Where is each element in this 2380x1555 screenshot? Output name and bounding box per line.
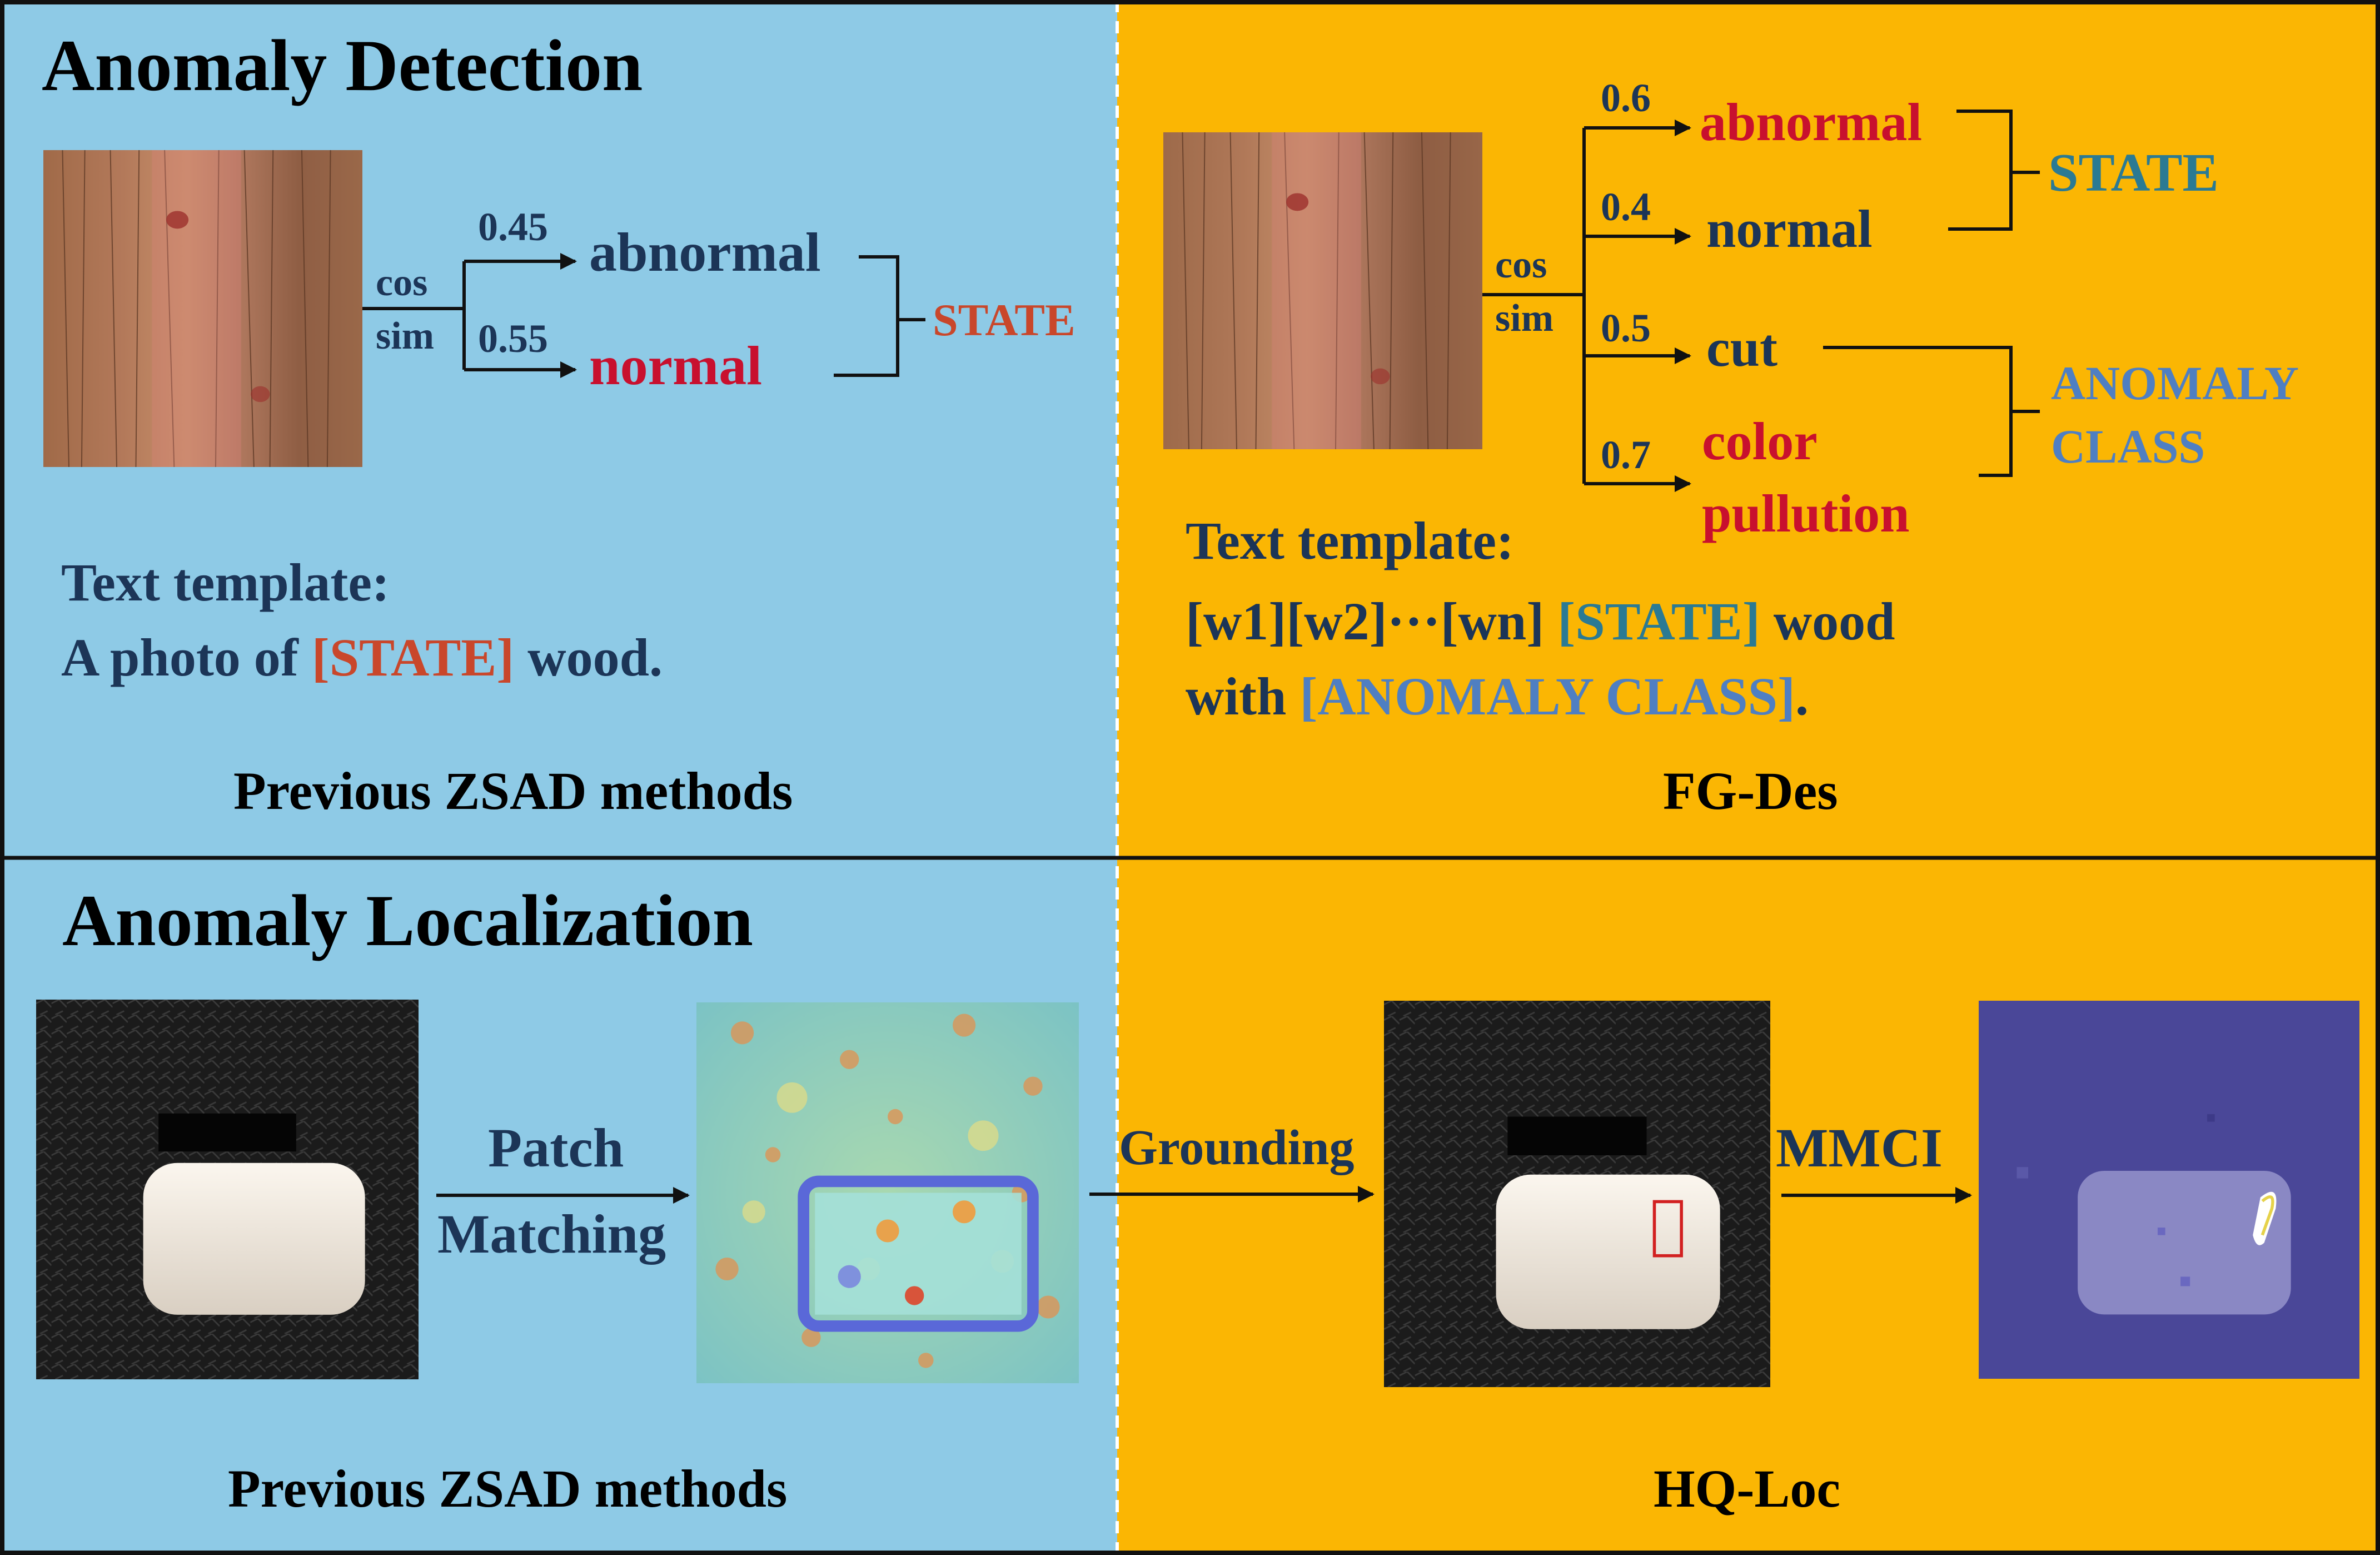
caption-hqloc: HQ-Loc: [1654, 1459, 1840, 1518]
template-learnable-words: [w1][w2]···[wn]: [1186, 592, 1558, 651]
template-line1-fgdes: [w1][w2]···[wn] [STATE] wood: [1186, 595, 1895, 648]
sim-label-fgdes: sim: [1495, 297, 1554, 340]
gum-image-previous: [36, 1000, 419, 1379]
label-fg-pullution: pullution: [1702, 484, 1910, 543]
template-wood-word: wood: [1760, 592, 1895, 651]
wood-image-fgdes: [1163, 132, 1482, 449]
score-abnormal-previous: 0.45: [478, 205, 548, 249]
mmci-label: MMCI: [1776, 1117, 1943, 1179]
template-state-slot: [STATE]: [311, 628, 515, 687]
template-title-previous: Text template:: [61, 553, 390, 612]
template-anomaly-class-slot: [ANOMALY CLASS]: [1299, 667, 1796, 726]
state-group-label-previous: STATE: [933, 295, 1076, 345]
template-period: .: [1795, 667, 1809, 726]
template-state-slot-fgdes: [STATE]: [1557, 592, 1760, 651]
template-suffix: wood.: [514, 628, 663, 687]
cos-label-previous: cos: [376, 261, 428, 304]
label-fg-normal: normal: [1706, 199, 1873, 259]
wood-image-previous: [43, 150, 362, 467]
state-group-label-fgdes: STATE: [2048, 143, 2219, 203]
caption-previous-detection: Previous ZSAD methods: [233, 761, 793, 821]
previous-detection-connectors: [362, 253, 925, 378]
localization-arrows: [436, 1186, 1972, 1204]
matching-label: Matching: [437, 1203, 666, 1265]
cos-label-fgdes: cos: [1495, 244, 1547, 286]
anomaly-detection-heading: Anomaly Detection: [42, 24, 643, 106]
score-fg-normal: 0.4: [1601, 185, 1651, 229]
score-fg-abnormal: 0.6: [1601, 76, 1651, 120]
label-fg-cut: cut: [1706, 318, 1777, 377]
label-normal-previous: normal: [589, 335, 763, 396]
template-prefix: A photo of: [61, 628, 312, 687]
gum-image-grounding: [1384, 1001, 1770, 1387]
anomaly-class-group-line1: ANOMALY: [2051, 356, 2299, 410]
template-sentence-previous: A photo of [STATE] wood.: [61, 631, 663, 684]
anomaly-class-group-line2: CLASS: [2051, 420, 2205, 473]
label-fg-color: color: [1702, 411, 1818, 471]
grounding-box: [1652, 1200, 1683, 1258]
template-line2-fgdes: with [ANOMALY CLASS].: [1186, 670, 1809, 723]
caption-fgdes: FG-Des: [1663, 761, 1838, 821]
sim-label-previous: sim: [376, 315, 434, 357]
caption-previous-localization: Previous ZSAD methods: [228, 1459, 788, 1518]
label-fg-abnormal: abnormal: [1700, 92, 1923, 152]
template-with-word: with: [1186, 667, 1300, 726]
patch-label: Patch: [488, 1117, 624, 1179]
score-normal-previous: 0.55: [478, 316, 548, 361]
fgdes-connectors: [1482, 110, 2040, 492]
anomaly-localization-heading: Anomaly Localization: [62, 880, 753, 961]
segmentation-result-image: [1979, 1001, 2359, 1379]
template-title-fgdes: Text template:: [1186, 511, 1514, 570]
label-abnormal-previous: abnormal: [589, 221, 821, 283]
score-fg-cut: 0.5: [1601, 306, 1651, 350]
score-fg-color: 0.7: [1601, 433, 1651, 477]
anomaly-heatmap-image: [696, 1002, 1079, 1383]
grounding-label: Grounding: [1119, 1120, 1355, 1175]
